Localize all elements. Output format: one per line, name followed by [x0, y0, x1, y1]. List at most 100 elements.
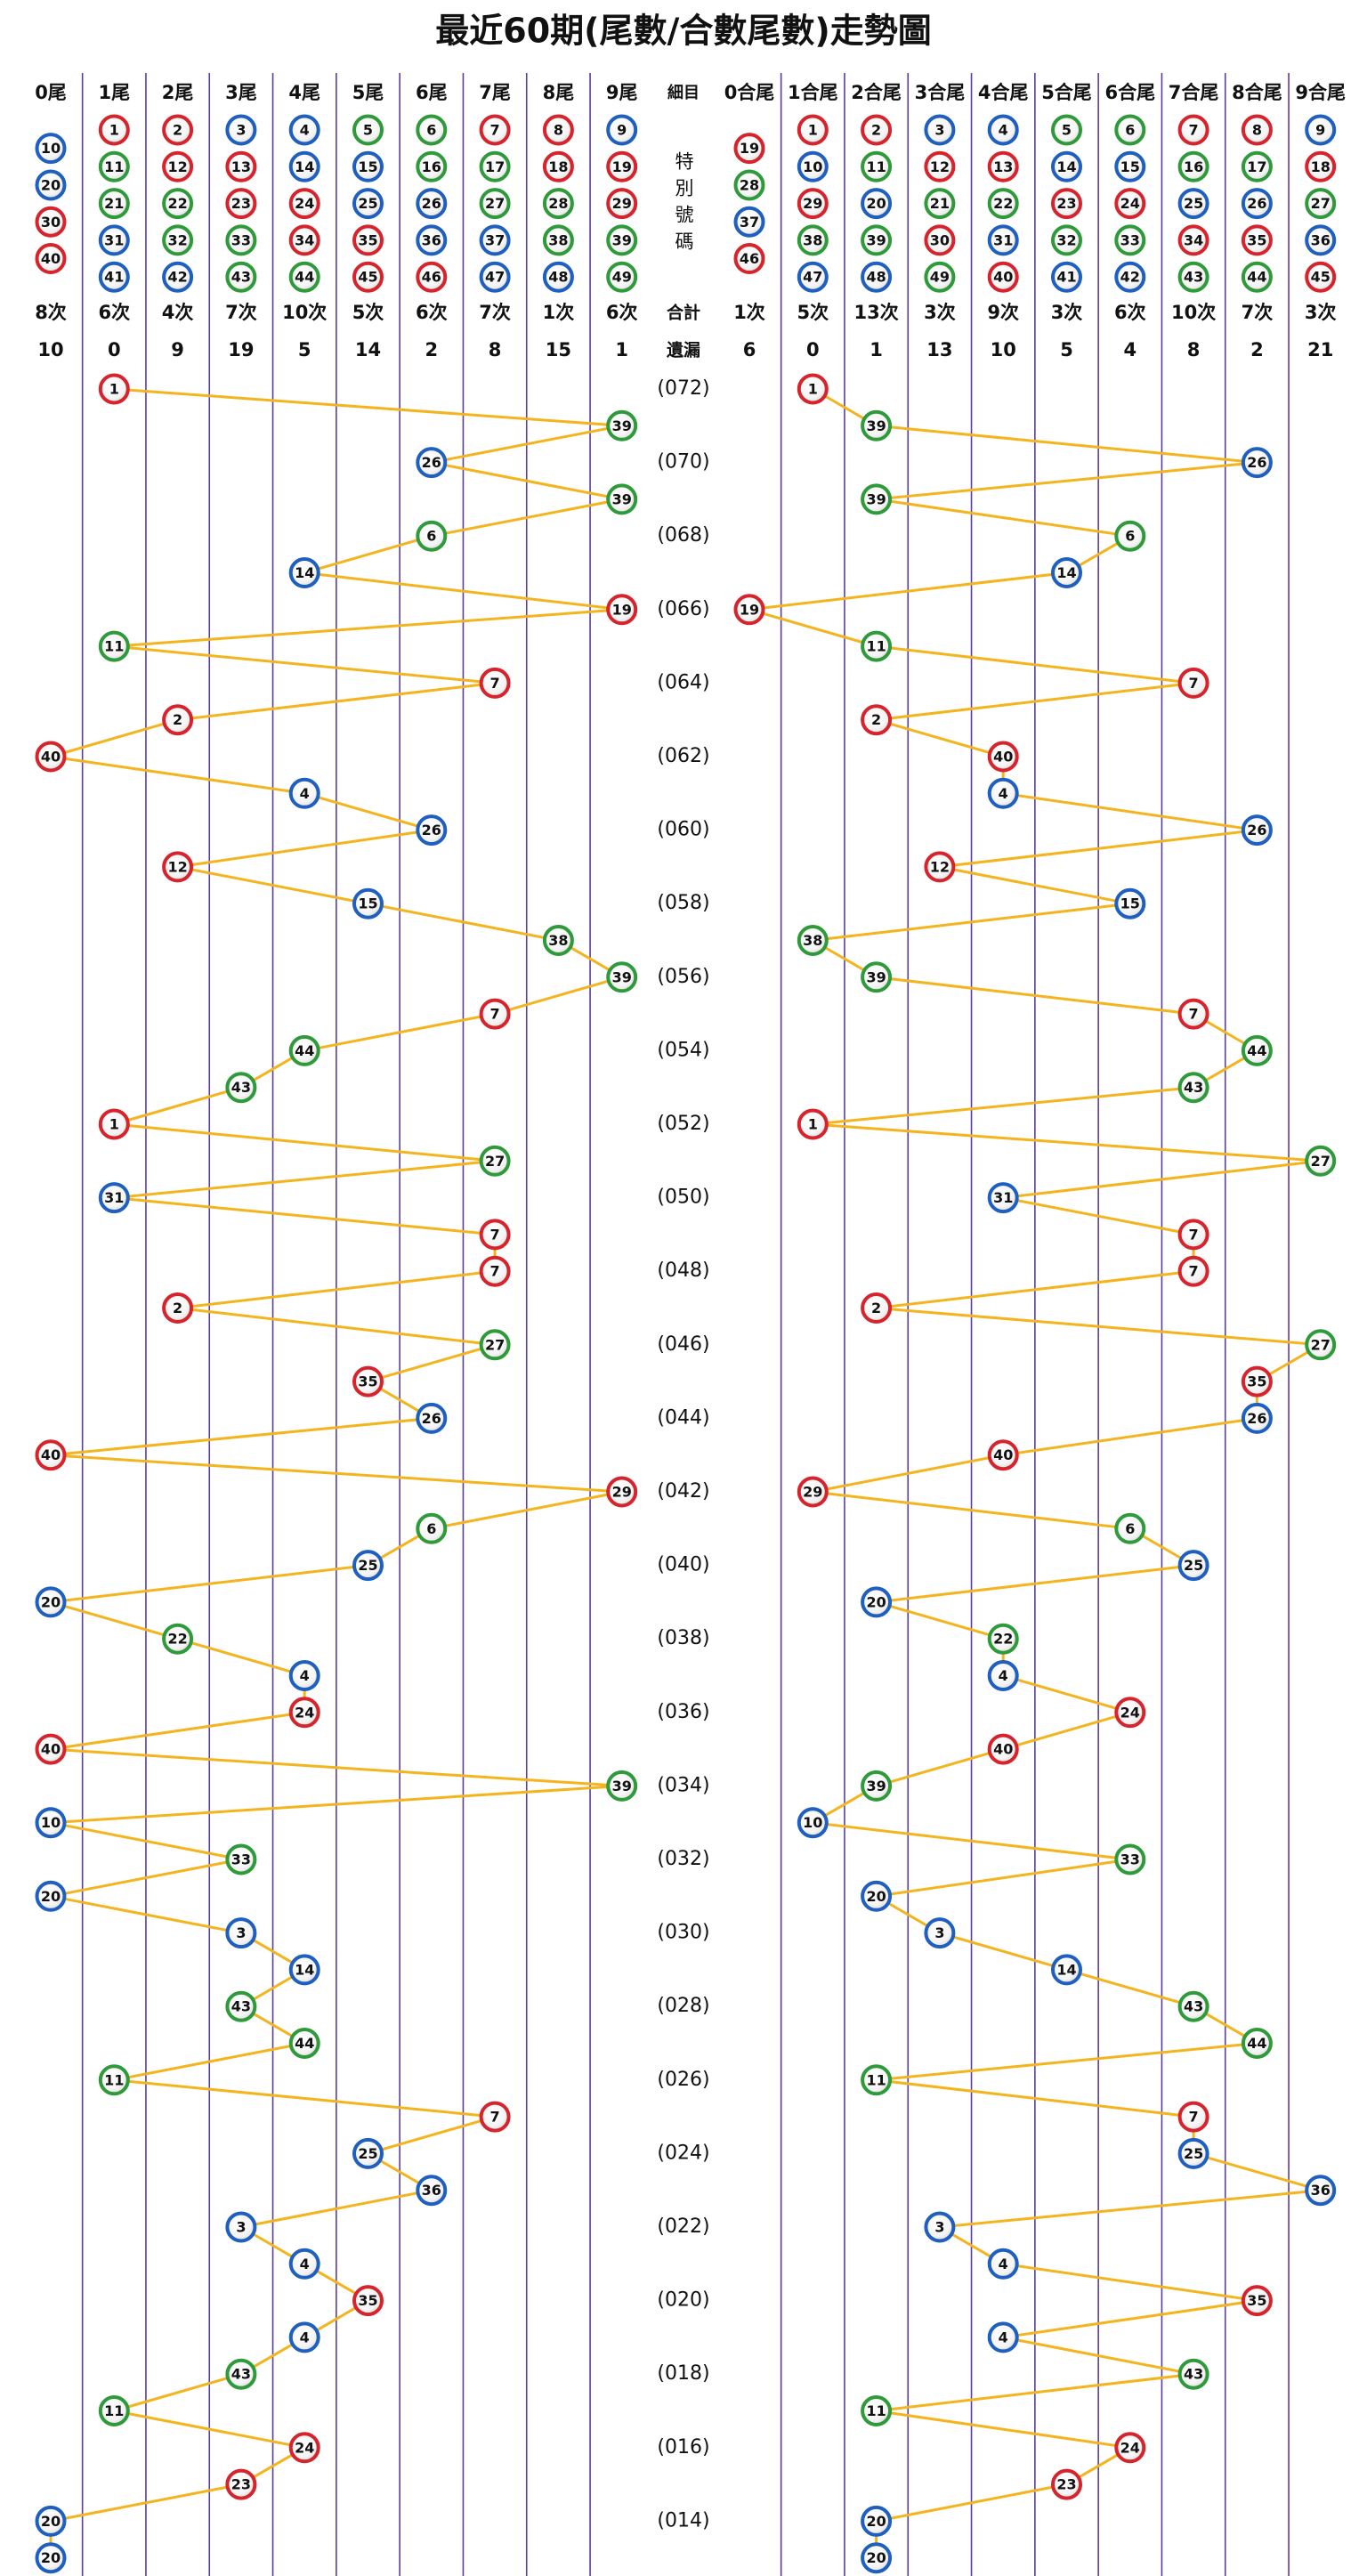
ball-number: 35 — [1247, 2292, 1266, 2309]
hit-count: 3次 — [924, 302, 956, 323]
period-label: (054) — [657, 1039, 709, 1061]
miss-count: 10 — [991, 339, 1016, 360]
ball-number: 43 — [1184, 1998, 1203, 2015]
ball-number: 43 — [1184, 1079, 1203, 1096]
miss-count: 5 — [298, 339, 311, 360]
column-header: 2尾 — [162, 82, 194, 103]
ball: 43 — [1177, 1990, 1209, 2022]
miss-count: 0 — [108, 339, 121, 360]
ball-circle — [162, 1623, 194, 1655]
ball-number: 49 — [612, 269, 632, 286]
ball: 14 — [288, 557, 320, 588]
ball: 38 — [797, 925, 829, 956]
ball: 4 — [987, 777, 1019, 809]
ball-circle — [606, 114, 638, 146]
period-label: (046) — [657, 1333, 709, 1356]
ball-circle — [861, 2505, 893, 2537]
ball-circle — [987, 1660, 1019, 1691]
ball-circle — [987, 1439, 1019, 1471]
ball: 14 — [288, 1954, 320, 1986]
ball-number: 22 — [167, 195, 187, 212]
ball: 2 — [861, 1292, 893, 1324]
ball-number: 20 — [41, 1593, 61, 1610]
ball: 26 — [1241, 814, 1273, 847]
ball: 27 — [1305, 188, 1337, 220]
ball-circle — [479, 1219, 511, 1251]
ball: 1 — [98, 114, 130, 146]
ball-circle — [1114, 150, 1146, 182]
ball: 20 — [35, 2542, 67, 2574]
ball: 40 — [35, 243, 67, 275]
ball-circle — [35, 169, 67, 201]
ball-circle — [225, 2358, 257, 2390]
ball-number: 1 — [109, 381, 119, 398]
ball-circle — [1177, 114, 1209, 146]
ball: 2 — [861, 704, 893, 736]
ball: 36 — [416, 2175, 448, 2207]
ball-circle — [352, 261, 384, 293]
hit-count: 7次 — [479, 302, 511, 323]
ball-number: 10 — [41, 140, 61, 157]
ball-number: 27 — [1311, 195, 1331, 212]
ball-number: 39 — [866, 1778, 886, 1794]
ball: 11 — [98, 150, 130, 182]
ball-circle — [861, 483, 893, 515]
ball: 39 — [861, 409, 893, 441]
ball-number: 39 — [866, 968, 886, 985]
ball-number: 24 — [1120, 1704, 1140, 1721]
ball-number: 3 — [934, 2219, 944, 2236]
ball-circle — [1114, 1697, 1146, 1729]
ball: 28 — [733, 169, 765, 201]
column-header: 8合尾 — [1232, 82, 1282, 103]
ball-number: 7 — [1189, 1226, 1199, 1243]
ball: 22 — [987, 1623, 1019, 1655]
hit-count: 9次 — [987, 302, 1019, 323]
ball-circle — [162, 150, 194, 182]
ball: 39 — [606, 483, 638, 515]
ball: 29 — [797, 1476, 829, 1508]
ball-circle — [352, 150, 384, 182]
ball: 1 — [98, 373, 130, 405]
ball-circle — [416, 114, 448, 146]
ball-circle — [225, 1990, 257, 2022]
column-header: 9合尾 — [1295, 82, 1346, 103]
hit-count: 10次 — [282, 302, 327, 323]
ball-number: 27 — [1311, 1153, 1331, 1170]
ball-circle — [1177, 1990, 1209, 2022]
ball-circle — [924, 2211, 956, 2243]
ball-number: 22 — [993, 1631, 1013, 1648]
ball-number: 33 — [1120, 231, 1140, 248]
column-header: 5合尾 — [1041, 82, 1092, 103]
hit-count: 1次 — [543, 302, 575, 323]
ball-number: 39 — [612, 231, 632, 248]
ball: 41 — [98, 261, 130, 293]
ball-circle — [416, 150, 448, 182]
ball-circle — [1241, 1402, 1273, 1434]
ball: 44 — [288, 1034, 320, 1066]
ball-circle — [1051, 2468, 1082, 2500]
ball-circle — [98, 630, 130, 662]
ball-number: 19 — [612, 601, 632, 618]
ball-circle — [98, 261, 130, 293]
hit-count: 6次 — [98, 302, 130, 323]
ball: 4 — [987, 114, 1019, 146]
ball: 7 — [479, 667, 511, 699]
ball-number: 36 — [422, 2182, 441, 2199]
ball-circle — [1305, 1329, 1337, 1361]
ball-circle — [416, 814, 448, 847]
ball-circle — [288, 2248, 320, 2280]
ball: 24 — [288, 188, 320, 220]
ball: 11 — [861, 150, 893, 182]
ball: 6 — [1114, 520, 1146, 552]
miss-count: 1 — [615, 339, 628, 360]
ball-circle — [352, 224, 384, 256]
column-header: 6尾 — [416, 82, 448, 103]
ball: 31 — [987, 224, 1019, 256]
ball: 44 — [288, 261, 320, 293]
period-label: (030) — [657, 1922, 709, 1944]
ball-number: 4 — [999, 1667, 1008, 1684]
ball-number: 7 — [1189, 2109, 1199, 2126]
ball-number: 5 — [363, 122, 373, 139]
ball-circle — [288, 188, 320, 220]
ball-number: 49 — [930, 269, 950, 286]
